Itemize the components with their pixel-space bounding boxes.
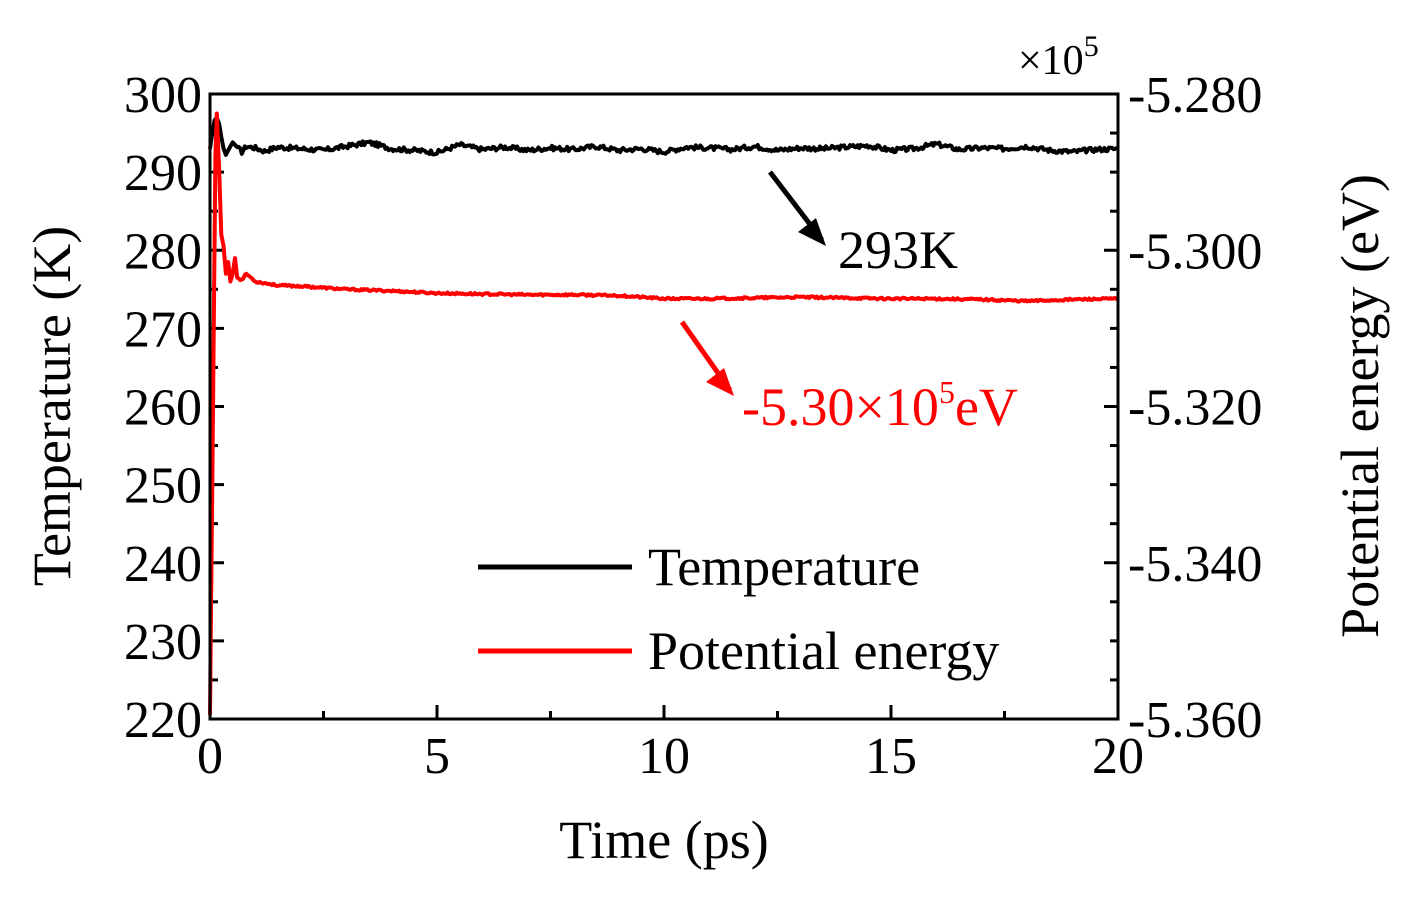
y-left-tick-label: 240 (124, 536, 202, 593)
tick-labels: 0 5 10 15 20 220 230 240 250 260 270 280 290 300 -5.36… (124, 67, 1262, 785)
multiplier-base: ×10 (1018, 38, 1084, 84)
multiplier-exp: 5 (1084, 30, 1099, 63)
y-right-tick-label: -5.340 (1128, 536, 1262, 593)
annotation-potential-energy: -5.30×105eV (679, 320, 1018, 437)
annotation-label-temperature: 293K (838, 220, 958, 280)
series-layer (208, 111, 1119, 716)
plot-frame (208, 92, 1120, 721)
y-left-tick-label: 230 (124, 614, 202, 671)
x-tick-label: 5 (424, 728, 450, 785)
y-right-tick-label: -5.280 (1128, 67, 1262, 124)
energy-label-sup: 5 (939, 374, 955, 410)
y-left-tick-label: 260 (124, 380, 202, 437)
annotation-label-energy: -5.30×105eV (742, 374, 1018, 437)
x-tick-label: 20 (1092, 728, 1144, 785)
y-left-tick-label: 290 (124, 145, 202, 202)
y-right-tick-label: -5.320 (1128, 380, 1262, 437)
energy-label-main: -5.30×10 (742, 377, 939, 437)
x-tick-label: 15 (865, 728, 917, 785)
y-left-tick-label: 220 (124, 692, 202, 749)
x-axis-title: Time (ps) (559, 810, 769, 870)
y-right-tick-label: -5.360 (1128, 692, 1262, 749)
annotation-temperature: 293K (768, 170, 958, 280)
y-right-axis-title: Potential energy (eV) (1330, 174, 1390, 638)
y-left-tick-label: 280 (124, 223, 202, 280)
y-left-tick-label: 250 (124, 458, 202, 515)
energy-label-unit: eV (955, 377, 1018, 437)
y-right-tick-label: -5.300 (1128, 223, 1262, 280)
y-left-axis-title: Temperature (K) (22, 226, 82, 587)
x-tick-label: 10 (638, 728, 690, 785)
x-tick-label: 0 (197, 728, 223, 785)
legend-label-temperature: Temperature (648, 537, 920, 597)
right-axis-multiplier: ×105 (1018, 30, 1099, 84)
y-left-tick-label: 300 (124, 67, 202, 124)
legend: Temperature Potential energy (478, 537, 999, 681)
series-line-temperature (208, 115, 1119, 157)
arrowhead-temperature (798, 218, 826, 246)
series-line-potential-energy (208, 111, 1119, 716)
y-left-tick-label: 270 (124, 301, 202, 358)
arrowhead-energy (706, 368, 734, 396)
legend-label-energy: Potential energy (648, 621, 999, 681)
